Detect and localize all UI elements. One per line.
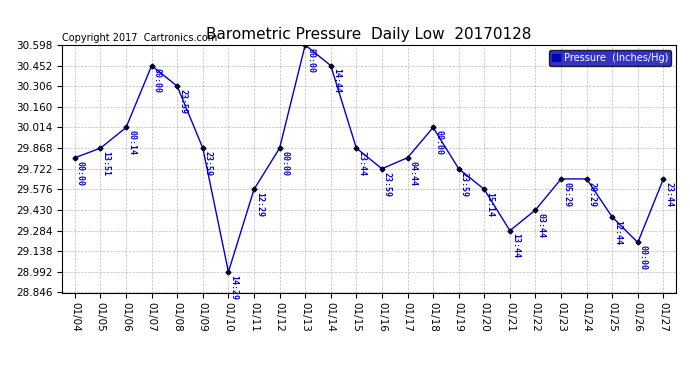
- Text: 03:44: 03:44: [537, 213, 546, 238]
- Legend: Pressure  (Inches/Hg): Pressure (Inches/Hg): [549, 50, 671, 66]
- Text: 00:00: 00:00: [434, 130, 443, 155]
- Text: 00:14: 00:14: [127, 130, 136, 155]
- Text: 12:44: 12:44: [613, 220, 622, 245]
- Text: 00:00: 00:00: [281, 151, 290, 176]
- Text: 00:00: 00:00: [152, 68, 161, 93]
- Title: Barometric Pressure  Daily Low  20170128: Barometric Pressure Daily Low 20170128: [206, 27, 532, 42]
- Text: 23:59: 23:59: [383, 171, 392, 196]
- Text: 15:14: 15:14: [485, 192, 494, 217]
- Text: 13:44: 13:44: [511, 233, 520, 258]
- Text: 00:00: 00:00: [306, 48, 315, 73]
- Text: 00:00: 00:00: [76, 160, 85, 186]
- Text: 13:51: 13:51: [101, 151, 110, 176]
- Text: 00:00: 00:00: [639, 245, 648, 270]
- Text: Copyright 2017  Cartronics.com: Copyright 2017 Cartronics.com: [62, 33, 217, 42]
- Text: 23:59: 23:59: [204, 151, 213, 176]
- Text: 05:29: 05:29: [562, 182, 571, 207]
- Text: 23:44: 23:44: [357, 151, 366, 176]
- Text: 23:59: 23:59: [460, 171, 469, 196]
- Text: 23:44: 23:44: [664, 182, 673, 207]
- Text: 04:44: 04:44: [408, 160, 417, 186]
- Text: 20:29: 20:29: [588, 182, 597, 207]
- Text: 12:29: 12:29: [255, 192, 264, 217]
- Text: 14:29: 14:29: [230, 274, 239, 300]
- Text: 23:59: 23:59: [178, 89, 187, 114]
- Text: 14:44: 14:44: [332, 68, 341, 93]
